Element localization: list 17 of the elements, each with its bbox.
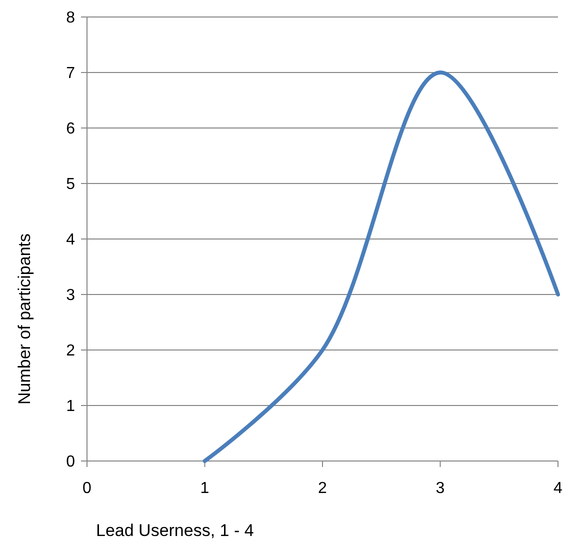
- x-tick-label: 4: [554, 480, 563, 497]
- y-tick-label: 5: [66, 176, 76, 194]
- y-tick-label: 8: [66, 10, 76, 27]
- x-tick-label: 3: [436, 480, 445, 497]
- x-axis-title: Lead Userness, 1 - 4: [96, 521, 254, 540]
- y-tick-label: 4: [66, 232, 76, 249]
- x-tick-label: 0: [82, 480, 92, 497]
- x-tick-label: 1: [200, 480, 210, 497]
- y-tick-label: 6: [66, 120, 76, 138]
- y-tick-label: 2: [66, 342, 76, 360]
- y-tick-label: 3: [66, 287, 76, 304]
- y-tick-label: 7: [66, 65, 76, 82]
- y-tick-label: 1: [66, 398, 76, 416]
- y-axis-title: Number of participants: [15, 233, 34, 405]
- line-series: [202, 70, 560, 463]
- x-tick-label: 2: [318, 480, 328, 497]
- y-tick-label: 0: [66, 454, 76, 471]
